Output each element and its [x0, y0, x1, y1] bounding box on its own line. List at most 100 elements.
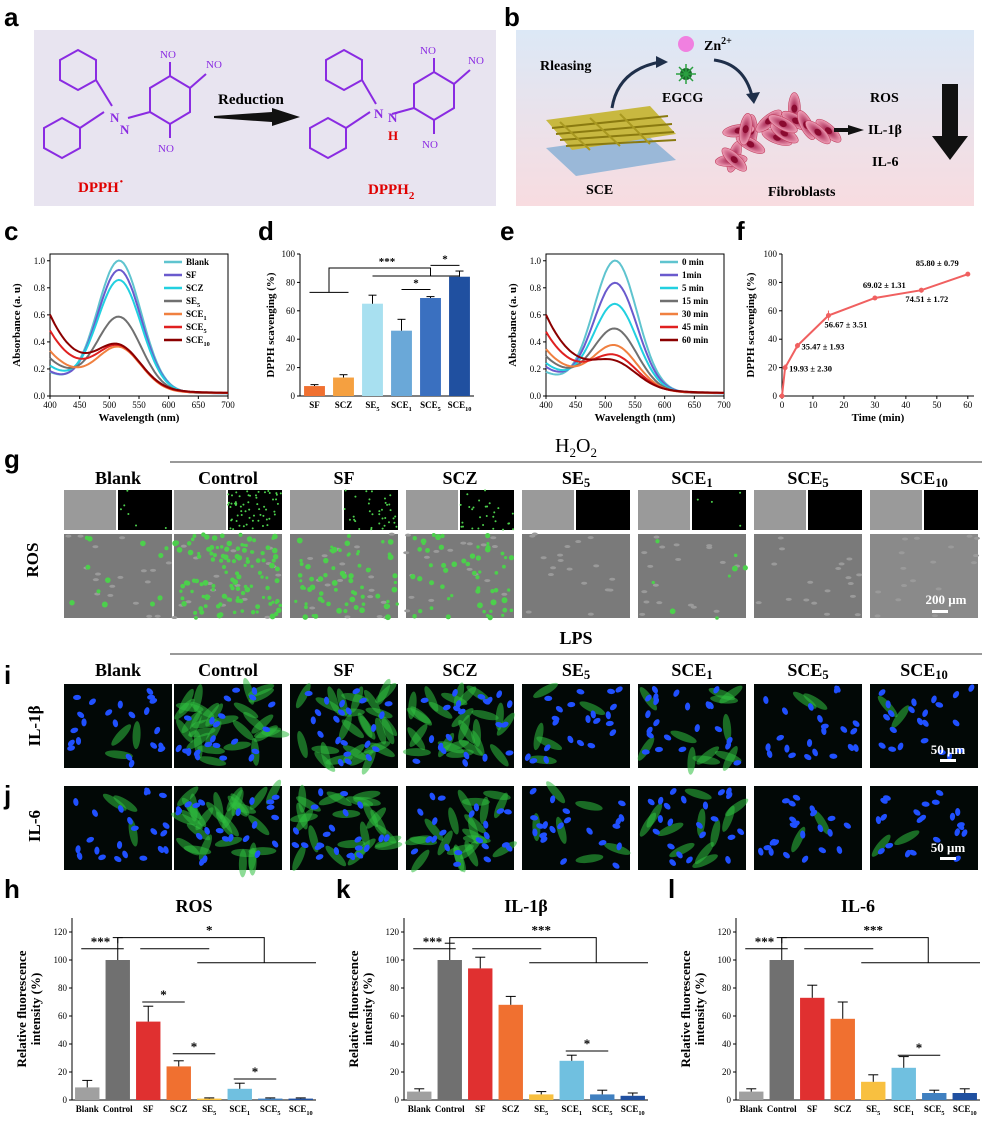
brightfield-thumbnail [870, 490, 922, 530]
panel-letter-k: k [336, 874, 351, 904]
nucleus [483, 856, 492, 863]
nucleus [771, 839, 780, 846]
nucleus [304, 690, 313, 697]
ros-signal-thumb [230, 502, 233, 505]
y-tick-label: 0.8 [530, 283, 542, 293]
ros-signal [435, 534, 442, 541]
cell-texture [484, 579, 491, 583]
ros-signal [260, 550, 265, 556]
cytoplasm-signal [366, 807, 387, 829]
nucleus [615, 686, 623, 693]
cell-texture [656, 601, 663, 605]
bar-0 [407, 1091, 432, 1100]
cell-texture [241, 597, 248, 601]
nucleus [112, 719, 119, 728]
ros-signal-thumb [164, 527, 167, 530]
ros-signal [655, 539, 660, 544]
nucleus [821, 727, 827, 735]
cell-texture [643, 600, 650, 604]
nucleus [86, 836, 95, 843]
nucleus [804, 754, 812, 761]
ros-signal-thumb [230, 518, 233, 521]
nucleus [425, 836, 433, 843]
significance-label: * [160, 987, 167, 1002]
category-label: Blank [76, 1104, 99, 1114]
y-tick-label: 100 [718, 955, 732, 965]
ros-signal [192, 534, 197, 538]
cytoplasm-signal [457, 789, 474, 815]
ros-signal [506, 588, 511, 592]
chart-d-dpph-scavenging: 0 20 40 60 80 100 DPPH scavenging (%) SF SCZ SE5 S… [265, 249, 474, 413]
nucleus [251, 748, 260, 755]
ros-signal [349, 596, 356, 603]
nucleus [801, 855, 809, 863]
cell-texture [144, 580, 151, 584]
cell-texture [339, 562, 346, 566]
ros-signal-thumb [267, 490, 270, 493]
nucleus [383, 834, 390, 842]
ros-signal-thumb [265, 508, 268, 511]
cell-texture [344, 615, 351, 619]
x-tick-label: 700 [221, 400, 235, 410]
cytoplasm-signal [546, 781, 566, 804]
nucleus [800, 830, 806, 839]
cell-texture [719, 560, 726, 564]
cell-texture [824, 589, 831, 593]
cell-texture [713, 609, 720, 613]
nucleus [817, 715, 823, 723]
merged-image [870, 534, 978, 618]
category-label: Blank [740, 1104, 763, 1114]
fluorescence-thumbnail [808, 490, 862, 530]
nucleus [483, 831, 490, 840]
nucleus [544, 744, 551, 752]
nucleus [710, 816, 719, 822]
nucleus [483, 820, 489, 829]
ros-signal [307, 586, 313, 593]
x-tick-label: 30 [870, 400, 880, 410]
nucleus [686, 856, 693, 864]
nucleus [812, 748, 818, 757]
nucleus [495, 721, 504, 728]
legend-entry: 45 min [682, 322, 708, 332]
scale-bar-i [940, 759, 956, 762]
nucleus [340, 740, 348, 746]
nucleus [150, 742, 158, 749]
h2o2-condition-label: H2O2 [555, 435, 597, 460]
nucleus [954, 828, 960, 837]
il1b-label: IL-1β [868, 123, 902, 138]
ros-signal [226, 540, 233, 547]
cytoplasm-signal [871, 834, 891, 857]
ros-signal [299, 558, 303, 563]
cell-texture [264, 615, 271, 619]
cytoplasm-signal [402, 748, 431, 757]
ros-signal [204, 534, 210, 540]
nucleus [781, 707, 788, 715]
bar-6 [922, 1093, 947, 1100]
legend-entry: 0 min [682, 257, 704, 267]
panel-g-group-headers: Blank Control SF SCZ SE5 SCE1 SCE5 SCE10 [95, 468, 948, 490]
panel-letter-l: l [668, 874, 675, 904]
cytoplasm-signal [177, 786, 199, 807]
to-fibroblast-arrow-head [746, 92, 760, 104]
nucleus [918, 814, 927, 822]
ros-signal-thumb [344, 489, 347, 492]
nucleus [432, 817, 438, 826]
immunofluorescence-images [64, 677, 978, 878]
ros-signal [265, 585, 270, 591]
ros-signal [346, 553, 350, 557]
ros-signal [494, 571, 499, 575]
nucleus [323, 696, 330, 705]
ros-signal-thumb [502, 528, 505, 531]
ros-signal [431, 533, 436, 537]
nucleus [678, 746, 687, 753]
cell-texture [902, 537, 909, 541]
cytoplasm-signal [359, 821, 370, 849]
cytoplasm-signal [692, 755, 721, 765]
ros-signal-thumb [279, 492, 282, 495]
ros-signal [429, 606, 434, 610]
ros-signal [330, 549, 336, 554]
data-point [872, 295, 878, 301]
cell-texture [92, 578, 99, 582]
cytoplasm-signal [891, 705, 910, 729]
ros-signal [446, 596, 451, 601]
